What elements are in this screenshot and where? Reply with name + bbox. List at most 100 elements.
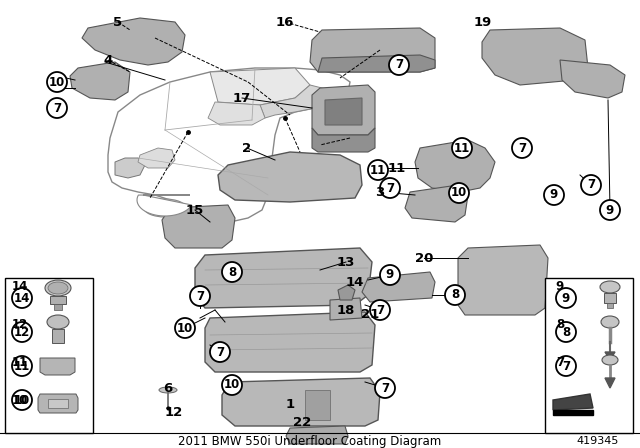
Ellipse shape xyxy=(159,387,177,393)
Text: 3: 3 xyxy=(376,185,385,198)
Text: 10: 10 xyxy=(451,186,467,199)
Text: 4: 4 xyxy=(104,53,113,66)
Polygon shape xyxy=(260,85,338,118)
Text: 7: 7 xyxy=(395,59,403,72)
Text: 7: 7 xyxy=(518,142,526,155)
Polygon shape xyxy=(415,140,495,192)
Polygon shape xyxy=(208,102,265,125)
Polygon shape xyxy=(312,128,375,152)
Text: 10: 10 xyxy=(14,393,30,406)
Circle shape xyxy=(375,378,395,398)
Text: 7: 7 xyxy=(587,178,595,191)
Polygon shape xyxy=(286,426,348,444)
Text: 11: 11 xyxy=(454,142,470,155)
Circle shape xyxy=(600,200,620,220)
Polygon shape xyxy=(115,158,145,178)
Text: 11: 11 xyxy=(370,164,386,177)
Circle shape xyxy=(222,375,242,395)
Polygon shape xyxy=(195,248,372,308)
Text: 12: 12 xyxy=(14,326,30,339)
Polygon shape xyxy=(222,378,380,426)
Text: 18: 18 xyxy=(337,303,355,316)
Bar xyxy=(5,278,93,433)
Ellipse shape xyxy=(45,280,71,296)
Ellipse shape xyxy=(48,282,68,294)
Ellipse shape xyxy=(144,199,186,217)
Polygon shape xyxy=(458,245,548,315)
Text: 19: 19 xyxy=(474,16,492,29)
Text: 7: 7 xyxy=(376,303,384,316)
Bar xyxy=(54,304,62,310)
Ellipse shape xyxy=(151,202,179,214)
Polygon shape xyxy=(330,298,362,320)
Text: 2011 BMW 550i Underfloor Coating Diagram: 2011 BMW 550i Underfloor Coating Diagram xyxy=(179,435,442,448)
Text: 16: 16 xyxy=(276,16,294,29)
Text: 8: 8 xyxy=(451,289,459,302)
Polygon shape xyxy=(137,195,191,216)
Text: 9: 9 xyxy=(556,280,564,293)
Text: 9: 9 xyxy=(550,189,558,202)
Polygon shape xyxy=(40,358,75,375)
Polygon shape xyxy=(218,152,362,202)
Polygon shape xyxy=(310,28,435,72)
Polygon shape xyxy=(482,28,588,85)
Text: 7: 7 xyxy=(196,289,204,302)
Circle shape xyxy=(581,175,601,195)
Text: 20: 20 xyxy=(415,251,433,264)
Polygon shape xyxy=(553,394,593,410)
Text: 22: 22 xyxy=(293,415,311,428)
Circle shape xyxy=(380,265,400,285)
Text: 13: 13 xyxy=(337,255,355,268)
Bar xyxy=(52,329,64,343)
Text: 15: 15 xyxy=(186,203,204,216)
Text: 7: 7 xyxy=(216,345,224,358)
Circle shape xyxy=(47,98,67,118)
Text: 419345: 419345 xyxy=(577,436,619,446)
Polygon shape xyxy=(605,352,615,360)
Polygon shape xyxy=(312,85,375,135)
Text: 9: 9 xyxy=(606,203,614,216)
Circle shape xyxy=(445,285,465,305)
Circle shape xyxy=(190,286,210,306)
Polygon shape xyxy=(318,55,435,72)
Polygon shape xyxy=(162,205,235,248)
Circle shape xyxy=(12,356,32,376)
Polygon shape xyxy=(405,185,468,222)
Circle shape xyxy=(370,300,390,320)
Circle shape xyxy=(556,288,576,308)
Text: 11: 11 xyxy=(12,356,28,369)
Text: 12: 12 xyxy=(165,405,183,418)
Polygon shape xyxy=(38,394,78,413)
Text: 10: 10 xyxy=(224,379,240,392)
Ellipse shape xyxy=(601,316,619,328)
Circle shape xyxy=(389,55,409,75)
Bar xyxy=(604,293,616,303)
Text: 7: 7 xyxy=(53,102,61,115)
Polygon shape xyxy=(605,378,615,388)
Text: 10: 10 xyxy=(12,393,28,406)
Text: 9: 9 xyxy=(562,292,570,305)
Text: 7: 7 xyxy=(562,359,570,372)
Text: 5: 5 xyxy=(113,16,123,29)
Text: 21: 21 xyxy=(361,309,379,322)
Ellipse shape xyxy=(47,315,69,329)
Bar xyxy=(553,410,593,415)
Text: 10: 10 xyxy=(49,76,65,89)
Bar xyxy=(545,278,633,433)
Polygon shape xyxy=(70,62,130,100)
Circle shape xyxy=(452,138,472,158)
Text: 8: 8 xyxy=(556,318,564,331)
Polygon shape xyxy=(338,285,355,300)
Ellipse shape xyxy=(602,355,618,365)
Circle shape xyxy=(368,160,388,180)
Text: 7: 7 xyxy=(386,181,394,194)
Polygon shape xyxy=(210,68,310,105)
Ellipse shape xyxy=(600,281,620,293)
Text: 9: 9 xyxy=(386,268,394,281)
Text: 8: 8 xyxy=(228,266,236,279)
Text: 11: 11 xyxy=(14,359,30,372)
Circle shape xyxy=(47,72,67,92)
Polygon shape xyxy=(362,272,435,302)
Polygon shape xyxy=(205,312,375,372)
Bar xyxy=(607,303,613,308)
